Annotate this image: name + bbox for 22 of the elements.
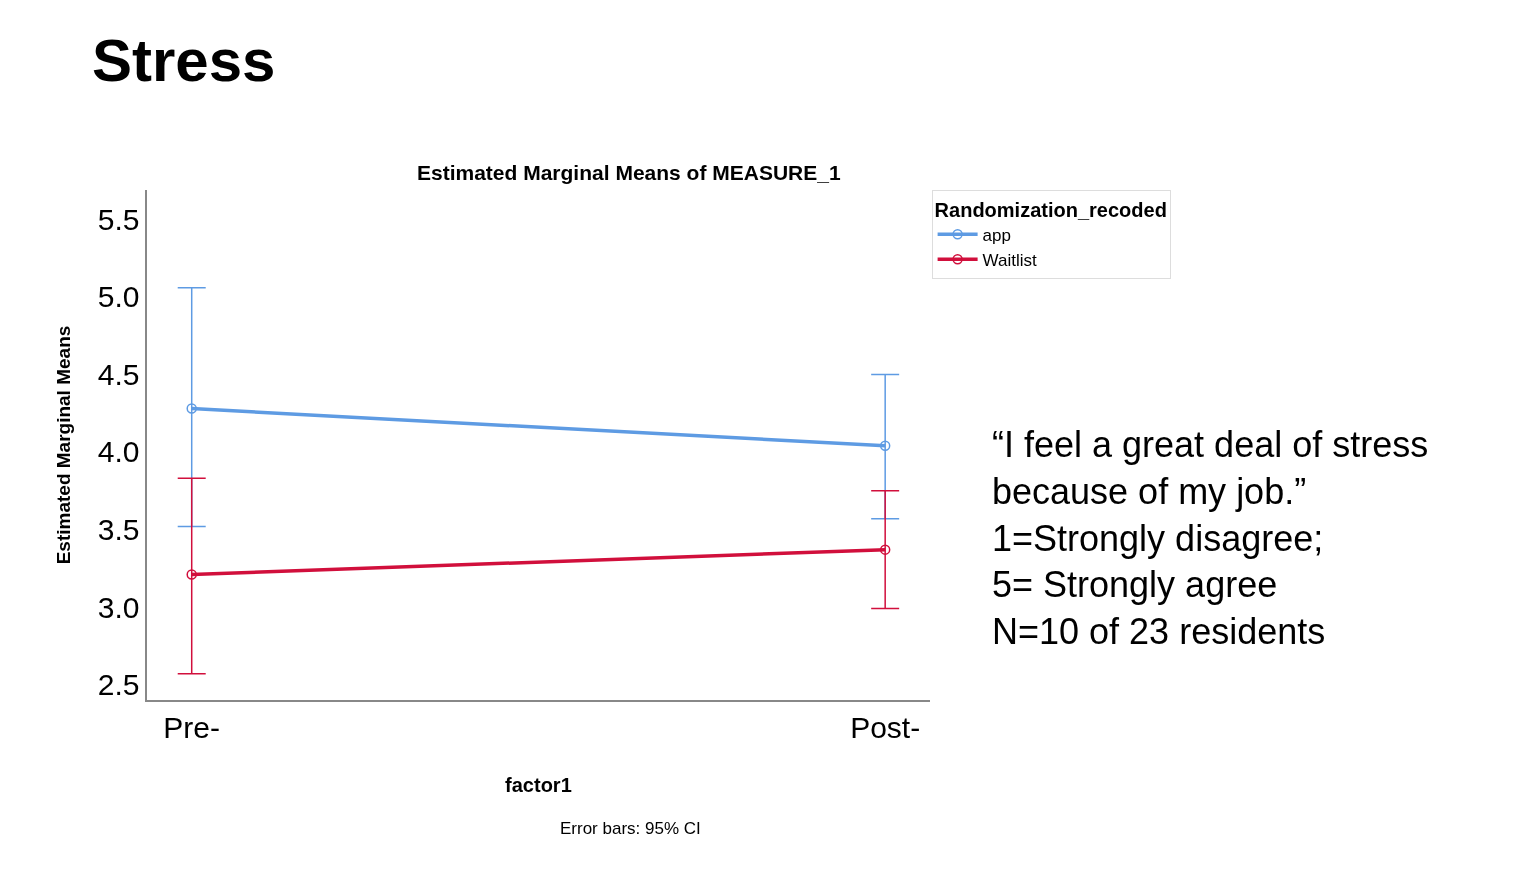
text: Error bars: 95% CI (560, 819, 701, 838)
legend-label: app (982, 225, 1011, 245)
legend-label: Waitlist (982, 250, 1038, 270)
y-axis-title: Estimated Marginal Means (52, 325, 74, 565)
point (879, 544, 891, 555)
legend-title: Randomization_recoded (934, 198, 1167, 221)
y-tick-label: 5.5 (97, 202, 140, 236)
annotation: “I feel a great deal of stress because of my job.” 1=Strongly disagree; 5= Strongly agree N=10 of 23 residents (992, 424, 1429, 653)
y-tick-label: 3.5 (97, 513, 140, 546)
y-tick-label: 3.0 (97, 590, 140, 624)
y-tick-label: 4.5 (97, 357, 140, 391)
chart-subtitle: Estimated Marginal Means of MEASURE_1 (417, 161, 841, 184)
x-tick-label: Post- (850, 710, 921, 744)
point (879, 440, 891, 452)
y-tick-label: 4.0 (97, 435, 140, 469)
x-axis-title: factor1 (505, 773, 572, 796)
y-tick-label: 2.5 (97, 668, 140, 702)
chart-title: Stress (92, 27, 276, 94)
point (186, 569, 197, 580)
x-tick-label: Pre- (163, 710, 221, 744)
y-tick-label: 5.0 (97, 280, 140, 314)
point (186, 403, 197, 414)
